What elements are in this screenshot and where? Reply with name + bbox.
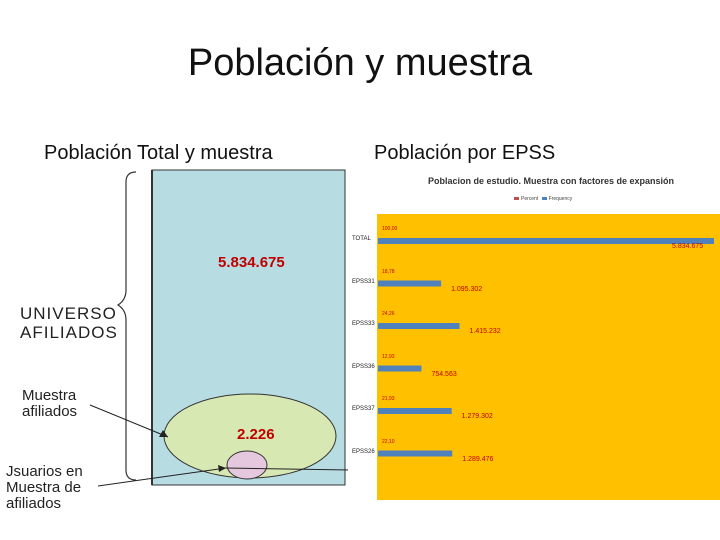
percent-label: 22,10 <box>382 438 395 445</box>
sample-total-value: 2.226 <box>237 426 275 443</box>
legend-percent: Percent <box>521 196 539 202</box>
slide-title: Población y muestra <box>187 42 533 84</box>
category-label: TOTAL <box>352 236 371 242</box>
category-label: EPSS31 <box>352 278 375 285</box>
users-arrow <box>97 467 227 487</box>
users-label-line1: Jsuarios en <box>6 463 83 480</box>
sample-label-line2: afiliados <box>22 403 78 420</box>
frequency-label: 754.563 <box>431 370 457 378</box>
right-subtitle: Población por EPSS <box>374 142 556 164</box>
sample-label: Muestra afiliados <box>22 388 77 420</box>
legend-swatch-percent <box>514 197 519 201</box>
percent-label: 18,78 <box>382 268 395 275</box>
universe-brace <box>116 171 137 481</box>
population-total-value: 5.834.675 <box>218 254 285 271</box>
frequency-label: 5.834.675 <box>672 243 704 250</box>
frequency-label: 1.279.302 <box>461 413 493 420</box>
legend-frequency: Frequency <box>548 196 573 202</box>
bar-epss33 <box>378 323 460 329</box>
chart-legend: Percent Frequency <box>512 196 572 202</box>
users-label: Jsuarios en Muestra de afiliados <box>6 464 83 512</box>
sample-arrow <box>89 404 169 438</box>
percent-label: 12,93 <box>382 353 395 360</box>
category-label: EPSS36 <box>352 363 375 370</box>
category-label: EPSS26 <box>352 448 375 455</box>
frequency-label: 1.415.232 <box>469 328 501 335</box>
universe-label: UNIVERSO AFILIADOS <box>20 304 118 342</box>
category-label: EPSS37 <box>352 406 375 412</box>
sample-label-line1: Muestra <box>22 387 77 404</box>
chart-title: Poblacion de estudio. Muestra con factor… <box>428 176 675 186</box>
category-label: EPSS33 <box>352 321 375 327</box>
left-subtitle: Población Total y muestra <box>44 142 273 164</box>
frequency-label: 1.095.302 <box>451 285 483 293</box>
percent-label: 21,93 <box>382 396 395 402</box>
universe-label-line2: AFILIADOS <box>20 323 118 342</box>
bar-epss26 <box>378 450 453 457</box>
bar-epss36 <box>378 365 422 372</box>
frequency-label: 1.289.476 <box>462 455 494 463</box>
percent-label: 24,26 <box>382 311 395 317</box>
users-label-line3: afiliados <box>6 495 62 512</box>
universe-label-line1: UNIVERSO <box>20 304 117 323</box>
legend-swatch-frequency <box>541 197 547 201</box>
bar-epss37 <box>378 408 452 414</box>
users-circle <box>226 450 268 480</box>
percent-label: 100,00 <box>382 226 398 232</box>
users-label-line2: Muestra de <box>6 479 82 496</box>
chart-plot-background <box>377 214 720 500</box>
bar-total <box>378 238 714 244</box>
bar-epss31 <box>378 280 442 287</box>
